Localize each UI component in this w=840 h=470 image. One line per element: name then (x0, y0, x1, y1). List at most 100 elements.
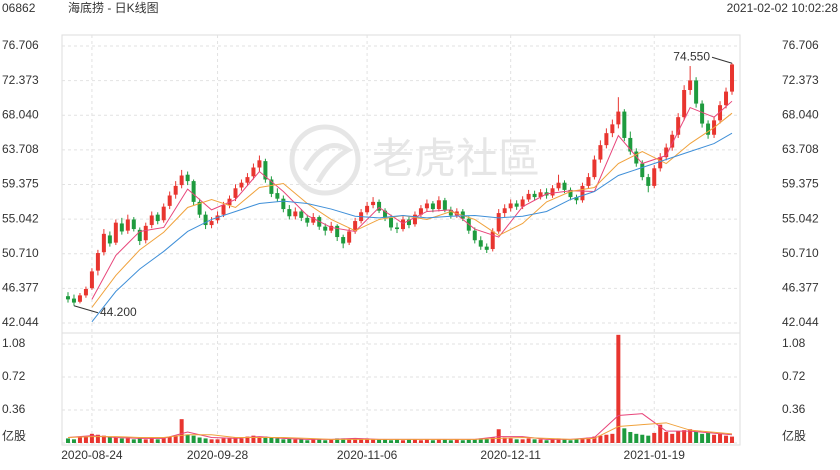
volume-bar (65, 438, 70, 443)
candle-body (101, 233, 106, 253)
ma-line (91, 100, 733, 300)
volume-bar (227, 438, 232, 443)
candle-body (658, 157, 663, 169)
volume-bar (478, 438, 483, 443)
volume-bar (406, 439, 411, 443)
volume-bar (101, 435, 106, 443)
y-tick-label: 55.042 (2, 211, 39, 225)
volume-bar (622, 428, 627, 443)
candle-body (472, 230, 477, 241)
candle-body (550, 188, 555, 196)
volume-bar (652, 432, 657, 443)
volume-bar (532, 439, 537, 443)
volume-bar (293, 439, 298, 443)
volume-tick-label-right: 亿股 (782, 428, 806, 443)
volume-bar (400, 440, 405, 443)
volume-bar (239, 438, 244, 443)
volume-bar (299, 439, 304, 443)
candle-body (173, 185, 178, 195)
volume-bar (424, 439, 429, 443)
volume-bar (610, 433, 615, 443)
volume-tick-label: 1.08 (2, 336, 26, 350)
candle-body (365, 205, 370, 213)
volume-bar (137, 438, 142, 443)
candle-body (622, 111, 627, 138)
volume-bar (436, 439, 441, 443)
candle-body (706, 123, 711, 135)
volume-bar (323, 440, 328, 443)
volume-bar (538, 439, 543, 443)
candle-body (221, 205, 226, 215)
x-tick-label: 2020-12-11 (480, 448, 541, 462)
volume-bar (544, 440, 549, 443)
candle-body (688, 80, 693, 91)
candle-body (682, 90, 687, 118)
volume-bar (430, 440, 435, 443)
volume-bar (257, 437, 262, 443)
volume-bar (83, 436, 88, 443)
volume-bar (185, 434, 190, 443)
stock-code: 06862 (2, 1, 36, 15)
volume-bar (700, 433, 705, 443)
candle-body (161, 206, 166, 221)
candle-body (131, 219, 136, 230)
volume-tick-label-right: 1.08 (782, 336, 806, 350)
candle-body (676, 117, 681, 135)
volume-bar (125, 438, 130, 443)
ma-line (91, 112, 733, 308)
volume-bar (466, 439, 471, 443)
volume-bar (107, 436, 112, 443)
volume-bar (395, 439, 400, 443)
candle-body (125, 219, 130, 231)
candle-body (329, 225, 334, 231)
candle-body (556, 182, 561, 189)
candle-body (89, 271, 94, 289)
volume-bar (197, 437, 202, 443)
volume-bar (179, 419, 184, 443)
y-tick-label: 63.708 (2, 142, 39, 156)
volume-bar (412, 439, 417, 443)
candle-body (598, 145, 603, 160)
candle-body (484, 246, 489, 250)
volume-panel (61, 332, 741, 446)
timestamp: 2021-02-02 10:02:28 (727, 1, 839, 15)
candle-body (508, 203, 513, 209)
x-tick-label: 2020-11-06 (337, 448, 398, 462)
chart-title: 海底捞 - 日K线图 (68, 0, 159, 15)
volume-bar (371, 439, 376, 443)
volume-bar (95, 434, 100, 443)
candle-body (335, 225, 340, 238)
candle-body (137, 229, 142, 242)
candle-body (287, 209, 292, 217)
volume-bar (676, 431, 681, 443)
candle-body (263, 161, 268, 180)
volume-bar (71, 439, 76, 443)
volume-bar (281, 439, 286, 443)
volume-bar (562, 439, 567, 443)
candle-body (514, 203, 519, 207)
candle-body (478, 240, 483, 247)
volume-bar (245, 436, 250, 443)
volume-bar (508, 438, 513, 443)
candle-body (113, 222, 118, 243)
volume-bar (305, 440, 310, 443)
candle-body (95, 253, 100, 271)
candle-body (311, 217, 316, 223)
volume-bar (484, 438, 489, 443)
volume-bar (634, 433, 639, 443)
volume-bar (592, 436, 597, 443)
y-tick-label: 76.706 (2, 38, 39, 52)
volume-bar (712, 434, 717, 443)
volume-bar (89, 433, 94, 443)
volume-bar (221, 438, 226, 443)
volume-bar (233, 437, 238, 443)
volume-tick-label: 0.72 (2, 369, 26, 383)
candle-body (185, 174, 190, 182)
candle-body (191, 181, 196, 202)
volume-bar (149, 437, 154, 443)
min-pointer (73, 305, 99, 314)
candle-body (448, 209, 453, 216)
y-tick-label-right: 55.042 (782, 211, 819, 225)
candle-body (143, 225, 148, 241)
